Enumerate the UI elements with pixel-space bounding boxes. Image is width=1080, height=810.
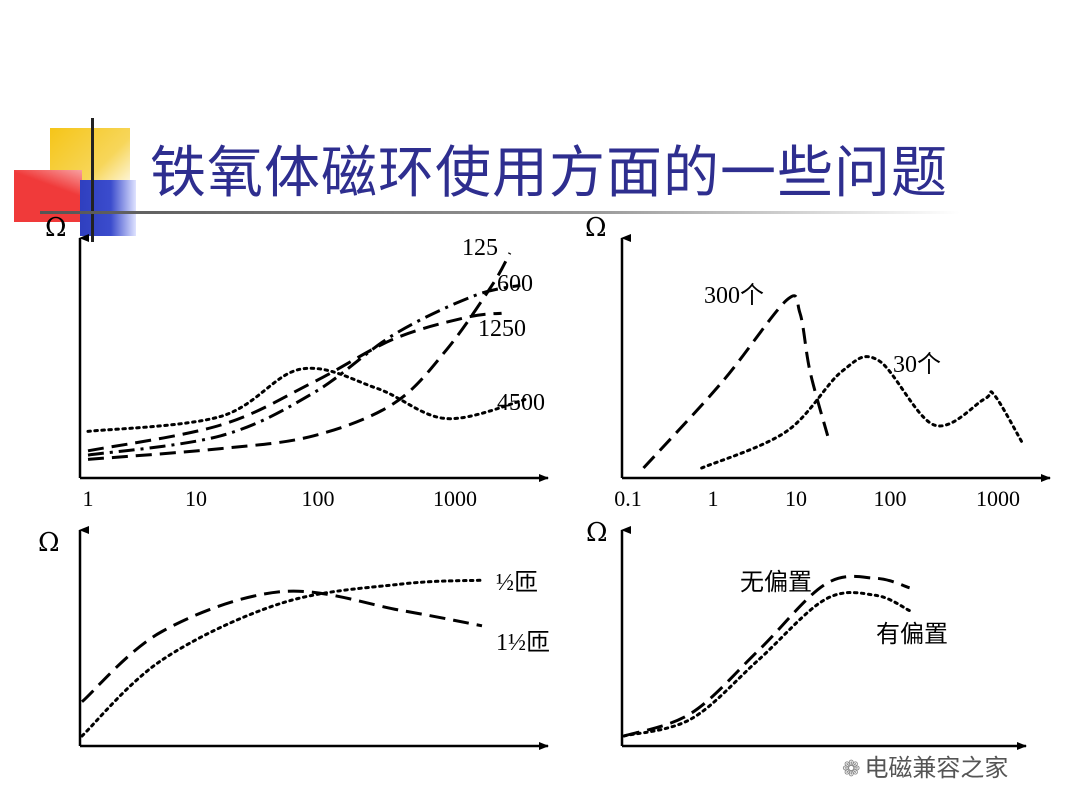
chart-bottom-left: Ω ½匝 1½匝 [38,526,550,750]
series-line-1 [81,589,483,703]
series-line-1 [700,355,1024,470]
watermark: ❁ 电磁兼容之家 [842,748,1008,783]
series-line-3 [86,366,528,433]
series-label-1: 600 [497,271,533,297]
y-axis-label: Ω [586,518,608,548]
x-tick-label: 10 [785,486,807,511]
series-label-0: 300个 [704,282,764,309]
series-line-1 [622,591,912,738]
series-label-2: 1250 [478,316,526,342]
series-label-0: 无偏置 [740,569,812,596]
x-tick-label: 100 [874,486,907,511]
series-label-0: 125 [462,235,498,261]
deco-blue-square [80,180,136,236]
series-line-1 [87,283,521,457]
title-underline [40,211,960,214]
y-axis-label: Ω [45,213,67,243]
series-line-0 [80,578,484,738]
x-tick-label: 0.1 [614,486,642,511]
series-label-1: 30个 [893,351,941,378]
x-tick-label: 100 [302,486,335,511]
chart-top-left: Ω 1 10 100 1000 125 600 1250 4500 [45,213,549,511]
wechat-icon: ❁ [842,757,861,782]
slide-title: 铁氧体磁环使用方面的一些问题 [150,141,948,206]
series-line-0 [642,294,830,470]
series-label-3: 4500 [497,390,545,416]
watermark-text: 电磁兼容之家 [864,754,1009,782]
series-label-1: 1½匝 [496,630,550,656]
x-tick-label: 1 [83,486,94,511]
series-line-0 [87,252,512,461]
chart-top-right: Ω 0.1 1 10 100 1000 300个 30个 [585,213,1051,511]
x-tick-label: 10 [185,486,207,511]
y-axis-label: Ω [38,528,60,558]
y-axis-label: Ω [585,213,607,243]
series-line-0 [623,574,911,738]
series-line-2 [87,311,502,453]
series-label-1: 有偏置 [876,621,948,648]
deco-vertical-line [91,118,94,242]
x-tick-label: 1000 [976,486,1020,511]
series-label-0: ½匝 [496,570,538,596]
x-tick-label: 1000 [433,486,477,511]
x-tick-label: 1 [708,486,719,511]
